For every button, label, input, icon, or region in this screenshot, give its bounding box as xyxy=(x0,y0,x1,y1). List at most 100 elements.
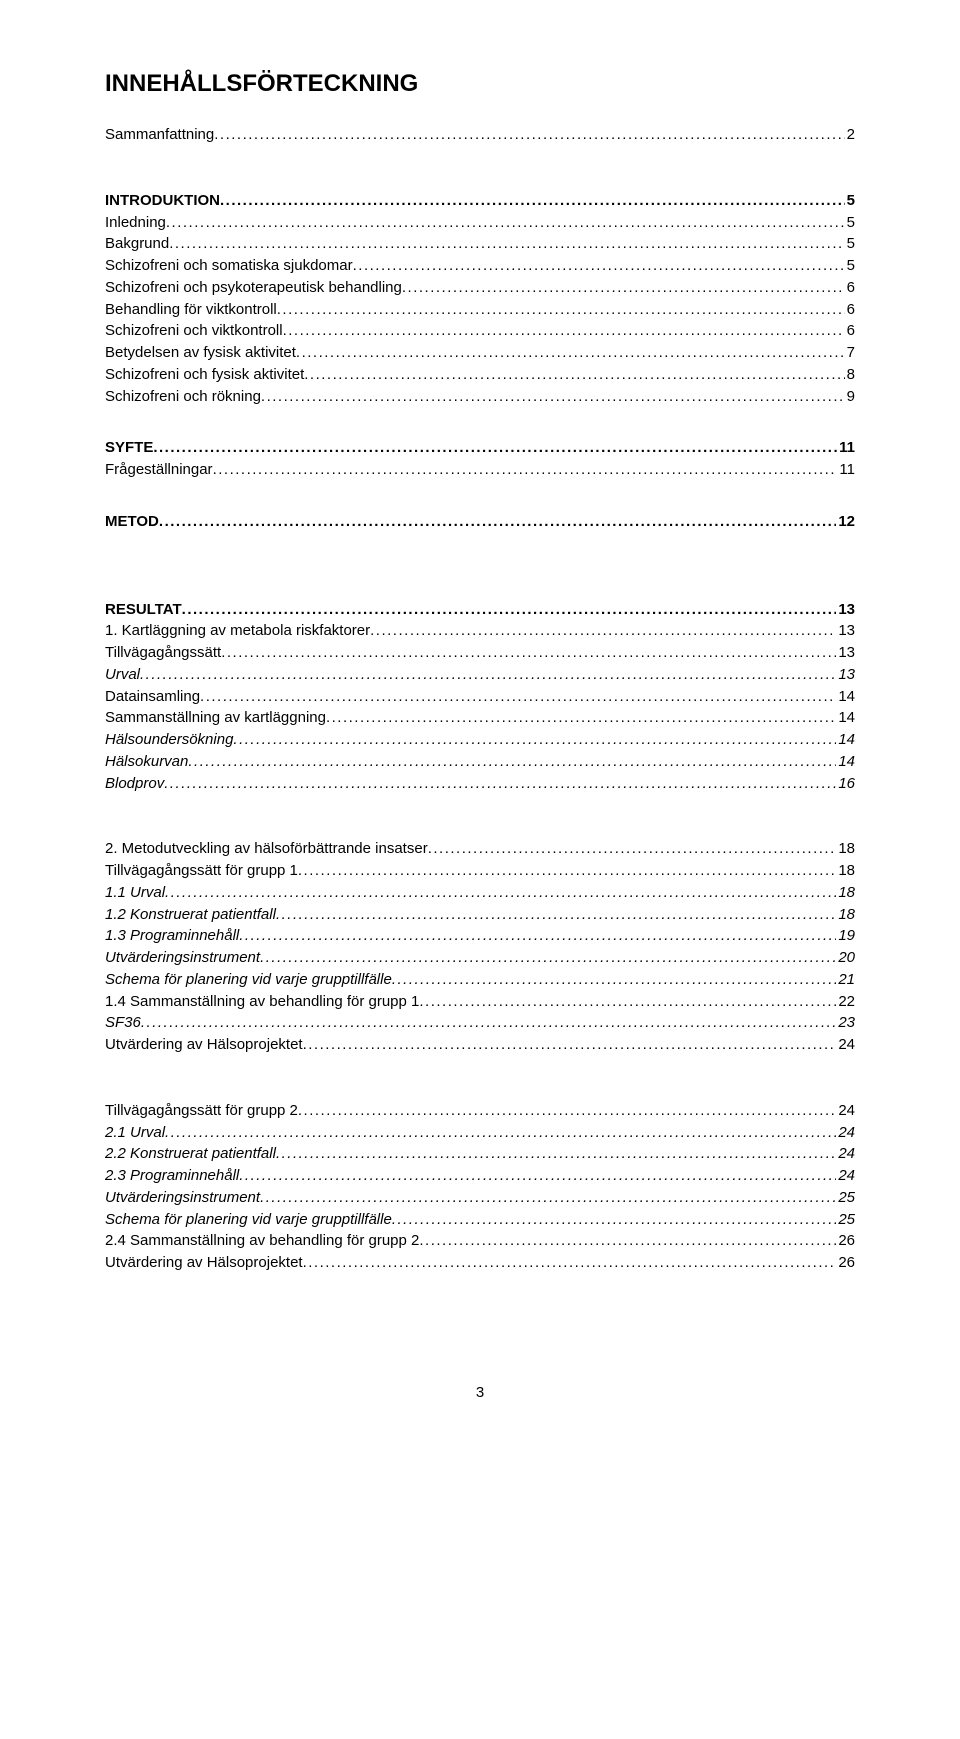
toc-leader-dots xyxy=(233,729,836,751)
toc-gap xyxy=(105,794,855,838)
toc-entry-label: Urval xyxy=(105,664,140,686)
toc-entry-page: 13 xyxy=(836,664,855,686)
toc-leader-dots xyxy=(239,1165,836,1187)
toc-entry: Utvärdering av Hälsoprojektet 26 xyxy=(105,1252,855,1274)
toc-leader-dots xyxy=(392,1209,836,1231)
toc-gap xyxy=(105,1056,855,1100)
toc-entry-label: Sammanfattning xyxy=(105,124,214,146)
toc-entry: Tillvägagångssätt 13 xyxy=(105,642,855,664)
toc-entry-label: Utvärderingsinstrument xyxy=(105,947,260,969)
toc-entry-page: 23 xyxy=(836,1012,855,1034)
toc-entry-page: 14 xyxy=(836,729,855,751)
toc-entry-label: Blodprov xyxy=(105,773,164,795)
toc-gap xyxy=(105,533,855,599)
toc-entry-page: 9 xyxy=(845,386,855,408)
toc-entry: SF36 23 xyxy=(105,1012,855,1034)
toc-entry: Hälsoundersökning 14 xyxy=(105,729,855,751)
toc-entry: Datainsamling 14 xyxy=(105,686,855,708)
toc-entry-page: 13 xyxy=(836,620,855,642)
toc-entry-label: Sammanställning av kartläggning xyxy=(105,707,326,729)
toc-entry-label: 1. Kartläggning av metabola riskfaktorer xyxy=(105,620,370,642)
toc-entry-label: Hälsokurvan xyxy=(105,751,188,773)
toc-entry: Tillvägagångssätt för grupp 2 24 xyxy=(105,1100,855,1122)
toc-entry: Schizofreni och psykoterapeutisk behandl… xyxy=(105,277,855,299)
toc-leader-dots xyxy=(220,190,845,212)
toc-entry-label: SYFTE xyxy=(105,437,153,459)
toc-leader-dots xyxy=(296,342,845,364)
toc-entry-label: Frågeställningar xyxy=(105,459,213,481)
toc-entry: Utvärderingsinstrument 20 xyxy=(105,947,855,969)
toc-entry: 2. Metodutveckling av hälsoförbättrande … xyxy=(105,838,855,860)
toc-entry-label: 1.4 Sammanställning av behandling för gr… xyxy=(105,991,419,1013)
toc-entry-page: 18 xyxy=(836,838,855,860)
toc-entry: Utvärderingsinstrument 25 xyxy=(105,1187,855,1209)
toc-entry: Hälsokurvan 14 xyxy=(105,751,855,773)
toc-entry-label: RESULTAT xyxy=(105,599,182,621)
toc-entry: 2.2 Konstruerat patientfall 24 xyxy=(105,1143,855,1165)
toc-entry-label: Utvärdering av Hälsoprojektet xyxy=(105,1034,303,1056)
toc-leader-dots xyxy=(159,511,836,533)
toc-entry: Inledning 5 xyxy=(105,212,855,234)
toc-leader-dots xyxy=(239,925,836,947)
toc-entry: 2.1 Urval 24 xyxy=(105,1122,855,1144)
toc-entry-label: INTRODUKTION xyxy=(105,190,220,212)
toc-leader-dots xyxy=(188,751,836,773)
toc-entry-label: Bakgrund xyxy=(105,233,169,255)
toc-entry: INTRODUKTION 5 xyxy=(105,190,855,212)
toc-entry-page: 26 xyxy=(836,1252,855,1274)
toc-entry: 1. Kartläggning av metabola riskfaktorer… xyxy=(105,620,855,642)
toc-entry-label: Schema för planering vid varje grupptill… xyxy=(105,1209,392,1231)
toc-entry: 1.2 Konstruerat patientfall 18 xyxy=(105,904,855,926)
toc-entry-page: 14 xyxy=(836,751,855,773)
toc-entry-label: Utvärdering av Hälsoprojektet xyxy=(105,1252,303,1274)
toc-entry: Urval 13 xyxy=(105,664,855,686)
toc-entry-label: 1.2 Konstruerat patientfall xyxy=(105,904,276,926)
toc-entry: 1.1 Urval 18 xyxy=(105,882,855,904)
toc-entry-page: 24 xyxy=(836,1034,855,1056)
toc-entry: 1.4 Sammanställning av behandling för gr… xyxy=(105,991,855,1013)
toc-leader-dots xyxy=(141,1012,836,1034)
toc-entry: METOD 12 xyxy=(105,511,855,533)
toc-entry-label: Behandling för viktkontroll xyxy=(105,299,277,321)
toc-leader-dots xyxy=(392,969,836,991)
toc-leader-dots xyxy=(428,838,837,860)
toc-entry-page: 16 xyxy=(836,773,855,795)
toc-entry-page: 5 xyxy=(845,255,855,277)
toc-leader-dots xyxy=(140,664,836,686)
toc-entry-page: 18 xyxy=(836,904,855,926)
toc-entry: Blodprov 16 xyxy=(105,773,855,795)
toc-gap xyxy=(105,481,855,511)
toc-entry-page: 6 xyxy=(845,277,855,299)
toc-entry-page: 13 xyxy=(836,642,855,664)
toc-entry-page: 20 xyxy=(836,947,855,969)
toc-entry: Sammanställning av kartläggning 14 xyxy=(105,707,855,729)
toc-entry-page: 11 xyxy=(837,459,855,481)
page-number: 3 xyxy=(105,1384,855,1401)
toc-entry-page: 11 xyxy=(837,437,855,459)
toc-entry-label: Tillvägagångssätt xyxy=(105,642,221,664)
toc-leader-dots xyxy=(326,707,836,729)
toc-leader-dots xyxy=(164,773,836,795)
toc-leader-dots xyxy=(419,991,836,1013)
toc-leader-dots xyxy=(153,437,837,459)
toc-leader-dots xyxy=(260,947,836,969)
toc-leader-dots xyxy=(165,1122,836,1144)
toc-entry-label: Schizofreni och rökning xyxy=(105,386,261,408)
toc-entry-label: 2.2 Konstruerat patientfall xyxy=(105,1143,276,1165)
toc-entry-page: 26 xyxy=(836,1230,855,1252)
toc-leader-dots xyxy=(304,364,844,386)
toc-leader-dots xyxy=(166,212,845,234)
toc-entry-page: 6 xyxy=(845,320,855,342)
toc-entry-page: 12 xyxy=(836,511,855,533)
toc-entry-label: 2. Metodutveckling av hälsoförbättrande … xyxy=(105,838,428,860)
toc-leader-dots xyxy=(214,124,844,146)
toc-entry-label: Utvärderingsinstrument xyxy=(105,1187,260,1209)
toc-entry-label: Inledning xyxy=(105,212,166,234)
toc-entry-label: Schizofreni och fysisk aktivitet xyxy=(105,364,304,386)
toc-container: Sammanfattning 2INTRODUKTION 5Inledning … xyxy=(105,124,855,1274)
toc-leader-dots xyxy=(213,459,838,481)
toc-entry-page: 18 xyxy=(836,882,855,904)
toc-entry-label: Tillvägagångssätt för grupp 1 xyxy=(105,860,298,882)
toc-entry-label: Betydelsen av fysisk aktivitet xyxy=(105,342,296,364)
toc-entry: Behandling för viktkontroll 6 xyxy=(105,299,855,321)
